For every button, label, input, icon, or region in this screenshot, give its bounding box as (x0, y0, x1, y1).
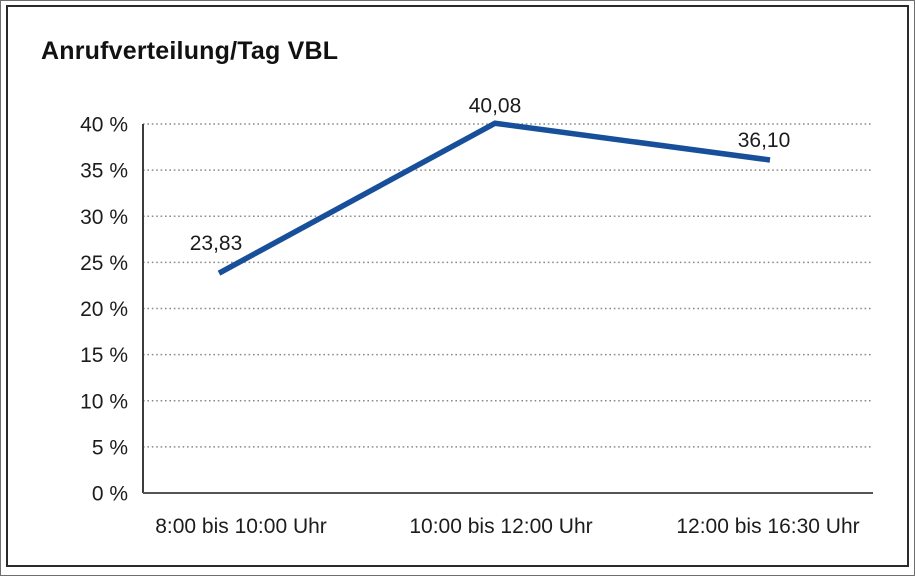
y-axis-tick-label: 30 % (80, 206, 128, 229)
y-axis-tick-label: 15 % (80, 344, 128, 367)
data-point-label: 23,83 (190, 232, 243, 255)
y-axis-tick-label: 35 % (80, 160, 128, 183)
chart-title: Anrufverteilung/Tag VBL (41, 37, 339, 65)
y-axis-tick-label: 10 % (80, 390, 128, 413)
y-axis-tick-label: 40 % (80, 114, 128, 137)
x-axis-category-label: 8:00 bis 10:00 Uhr (155, 515, 327, 538)
y-axis-tick-label: 20 % (80, 298, 128, 321)
chart-frame-border (6, 5, 909, 567)
y-axis-tick-label: 5 % (92, 436, 128, 459)
x-axis-category-label: 10:00 bis 12:00 Uhr (409, 515, 592, 538)
y-axis-tick-label: 25 % (80, 252, 128, 275)
data-point-label: 40,08 (469, 94, 522, 117)
y-axis-tick-label: 0 % (92, 483, 128, 506)
data-line-series (217, 120, 771, 276)
x-axis-category-label: 12:00 bis 16:30 Uhr (676, 515, 859, 538)
data-point-label: 36,10 (738, 129, 791, 152)
